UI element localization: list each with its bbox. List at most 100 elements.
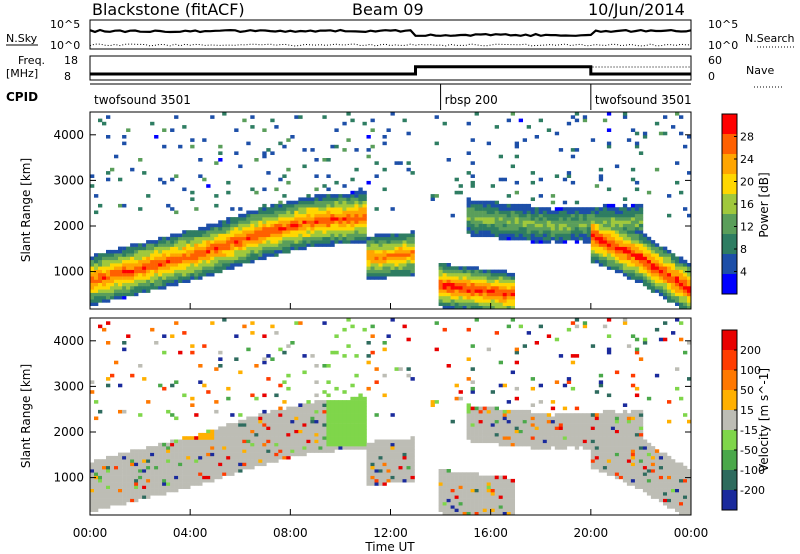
velocity-cell — [498, 492, 504, 496]
power-cell — [618, 230, 624, 234]
velocity-cell — [134, 488, 139, 493]
velocity-cell — [210, 459, 215, 463]
power-cell — [222, 112, 227, 116]
power-cell — [514, 220, 520, 224]
velocity-cell — [614, 432, 620, 437]
power-cell — [170, 272, 175, 277]
velocity-cell — [510, 488, 516, 493]
power-cell — [482, 233, 488, 238]
power-cell — [602, 203, 608, 208]
velocity-cell — [126, 488, 131, 493]
velocity-cell — [374, 449, 379, 453]
power-cell — [146, 259, 151, 264]
power-cell — [178, 276, 183, 280]
velocity-cell — [106, 341, 111, 345]
power-cell — [618, 223, 624, 228]
power-cell — [470, 223, 475, 228]
velocity-cell — [610, 446, 616, 450]
velocity-cell — [298, 406, 303, 411]
power-cell — [182, 276, 187, 280]
velocity-cell — [382, 373, 387, 378]
velocity-cell — [322, 439, 327, 444]
power-cell — [454, 272, 459, 277]
power-cell — [602, 213, 608, 218]
power-cell — [490, 289, 496, 293]
power-cell — [630, 167, 636, 172]
velocity-cell — [650, 478, 656, 483]
velocity-cell — [142, 482, 147, 486]
velocity-cell — [562, 423, 568, 427]
velocity-cell — [282, 350, 287, 355]
velocity-cell — [494, 492, 500, 496]
velocity-cell — [222, 436, 227, 440]
velocity-cell — [470, 495, 475, 499]
power-cell — [675, 263, 680, 267]
power-cell — [142, 249, 147, 254]
power-cell — [114, 295, 119, 300]
power-cell — [687, 266, 692, 270]
velocity-cell — [342, 436, 347, 440]
power-cell — [382, 233, 387, 238]
power-cell — [182, 233, 187, 238]
velocity-cell — [606, 318, 612, 322]
power-cell — [574, 148, 580, 152]
velocity-cell — [490, 488, 496, 493]
power-cell — [358, 236, 363, 241]
velocity-cell — [290, 446, 295, 450]
power-cell — [278, 207, 283, 211]
velocity-cell — [354, 426, 359, 430]
power-cell — [622, 223, 628, 228]
velocity-cell — [478, 406, 483, 411]
velocity-cell — [663, 462, 668, 467]
power-cell — [350, 203, 355, 208]
power-cell — [214, 256, 219, 261]
power-cell — [390, 243, 395, 247]
velocity-cell — [562, 416, 568, 421]
velocity-cell — [214, 442, 219, 447]
power-cell — [622, 249, 628, 254]
velocity-cell — [278, 419, 283, 424]
power-cell — [322, 240, 327, 244]
velocity-cell — [382, 393, 387, 398]
y-tick-label: 2000 — [53, 219, 84, 233]
velocity-cell — [326, 439, 331, 444]
velocity-cell — [398, 446, 403, 450]
power-cell — [578, 213, 584, 218]
power-cell — [166, 203, 171, 208]
power-cell — [506, 210, 512, 215]
power-cell — [202, 138, 207, 142]
velocity-cell — [498, 439, 504, 444]
power-cell — [206, 223, 211, 228]
velocity-cell — [502, 442, 508, 447]
power-cell — [522, 230, 528, 234]
velocity-cell — [663, 337, 668, 342]
power-cell — [322, 207, 327, 211]
power-cell — [362, 210, 367, 215]
velocity-cell — [246, 465, 251, 470]
power-cell — [410, 256, 415, 261]
power-cell — [142, 289, 147, 293]
power-cell — [618, 236, 624, 241]
velocity-cell — [586, 413, 592, 417]
power-cell — [530, 223, 536, 228]
power-cell — [370, 243, 375, 247]
velocity-cell — [150, 482, 155, 486]
velocity-cell — [226, 462, 231, 467]
power-cell — [98, 259, 103, 264]
velocity-cell — [410, 472, 415, 476]
power-cell — [622, 197, 628, 201]
power-cell — [266, 236, 271, 241]
power-cell — [622, 112, 628, 116]
velocity-cell — [358, 400, 363, 404]
power-cell — [498, 282, 504, 287]
power-cell — [286, 200, 291, 205]
freq-unit: [MHz] — [6, 67, 38, 80]
power-cell — [238, 243, 243, 247]
power-cell — [286, 203, 291, 208]
velocity-cell — [230, 452, 235, 457]
velocity-cell — [314, 364, 319, 368]
power-cell — [306, 203, 311, 208]
velocity-cell — [174, 321, 179, 325]
power-cell — [446, 295, 451, 300]
power-cell — [282, 213, 287, 218]
